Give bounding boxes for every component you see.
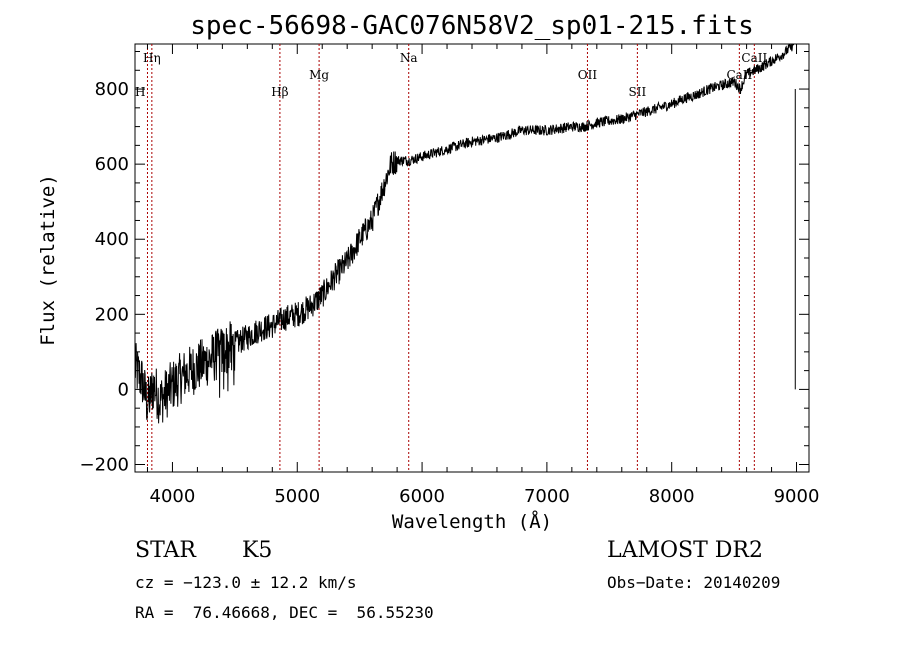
- chart-title: spec-56698-GAC076N58V2_sp01-215.fits: [190, 11, 754, 41]
- x-tick-label: 8000: [649, 486, 695, 507]
- axis-ticks: [135, 44, 809, 472]
- x-tick-label: 7000: [524, 486, 570, 507]
- spectrum-series-line: [134, 43, 794, 424]
- x-tick-label: 4000: [150, 486, 196, 507]
- y-tick-labels: −200 0 200 400 600 800: [80, 79, 129, 475]
- radial-velocity: cz = −123.0 ± 12.2 km/s: [135, 573, 357, 592]
- spectral-line-label: CaII: [741, 51, 767, 65]
- plot-frame: [134, 43, 810, 473]
- x-tick-label: 6000: [399, 486, 445, 507]
- y-tick-label: 200: [95, 304, 129, 325]
- object-type: STAR: [135, 538, 196, 563]
- observation-date: Obs−Date: 20140209: [607, 573, 781, 592]
- spectral-line-label: Na: [400, 51, 418, 65]
- y-axis-label: Flux (relative): [37, 174, 59, 346]
- x-tick-label: 9000: [774, 486, 820, 507]
- x-axis-label: Wavelength (Å): [392, 510, 552, 533]
- sky-coordinates: RA = 76.46668, DEC = 56.55230: [135, 603, 434, 622]
- spectral-line-label: Hη: [143, 51, 161, 65]
- spectral-line-label: Hβ: [271, 85, 288, 99]
- x-tick-labels: 4000 5000 6000 7000 8000 9000: [150, 486, 820, 507]
- y-tick-label: 800: [95, 79, 129, 100]
- spectral-line-label: Mg: [309, 68, 329, 82]
- y-tick-label: 600: [95, 154, 129, 175]
- spectral-line-label: OII: [578, 68, 598, 82]
- y-tick-label: −200: [80, 454, 129, 475]
- survey-name: LAMOST DR2: [607, 538, 763, 563]
- spectral-line-label: H: [135, 85, 145, 99]
- y-tick-label: 400: [95, 229, 129, 250]
- object-subclass: K5: [242, 538, 273, 563]
- y-tick-label: 0: [118, 379, 129, 400]
- spectral-line-label: SII: [629, 85, 647, 99]
- x-tick-label: 5000: [274, 486, 320, 507]
